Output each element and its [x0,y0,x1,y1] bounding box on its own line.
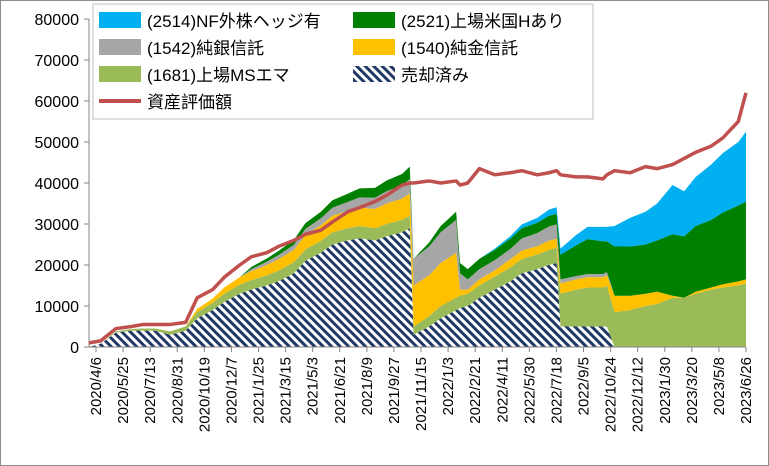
x-tick-label: 2020/7/13 [142,357,159,424]
y-tick-label: 50000 [35,135,80,152]
legend-label: 売却済み [401,66,469,85]
legend-label: (1540)純金信託 [401,39,518,58]
x-tick-label: 2020/8/31 [169,357,186,424]
y-tick-label: 80000 [35,12,80,29]
x-axis: 2020/4/6 2020/5/25 2020/7/13 2020/8/31 2020/… [88,346,755,432]
legend-swatch [353,66,395,82]
line-series-group [88,92,748,345]
x-tick-label: 2020/12/7 [223,357,240,424]
legend: (2514)NF外株ヘッジ有 (2521)上場米国Hあり (1542)純銀信託 (15… [92,3,594,120]
legend-box [92,3,594,120]
y-tick-label: 30000 [35,217,80,234]
x-tick-label: 2020/4/6 [88,357,105,415]
y-tick-label: 70000 [35,53,80,70]
y-tick-label: 10000 [35,299,80,316]
area-series-4 [89,166,746,347]
y-tick-label: 20000 [35,258,80,275]
area-series-3 [89,178,746,347]
x-tick-label: 2022/4/11 [494,357,511,423]
legend-swatch [99,12,141,28]
legend-label: (2514)NF外株ヘッジ有 [147,12,321,31]
line-series-asset-value [88,92,748,345]
legend-label: (1681)上場MSエマ [147,66,290,85]
legend-label: (1542)純銀信託 [147,39,264,58]
y-axis: 0 10000 20000 30000 40000 50000 60000 70000 8000… [35,12,90,357]
area-series-1 [89,215,746,347]
legend-swatch [353,12,395,28]
area-series-group [89,131,746,347]
x-tick-label: 2021/1/25 [251,357,268,424]
legend-label: (2521)上場米国Hあり [401,12,564,31]
y-tick-label: 60000 [35,94,80,111]
x-tick-label: 2021/8/9 [359,357,376,415]
x-tick-label: 2023/1/30 [657,357,674,424]
area-series-5 [89,131,746,347]
x-tick-label: 2022/10/24 [603,357,620,432]
x-tick-label: 2021/6/21 [332,357,349,424]
y-tick-label: 40000 [35,176,80,193]
x-tick-label: 2020/10/19 [196,357,213,432]
x-tick-label: 2021/9/27 [386,357,403,424]
legend-swatch [353,39,395,55]
x-tick-label: 2023/3/20 [684,357,701,424]
x-tick-label: 2022/5/30 [521,357,538,424]
legend-label: 資産評価額 [147,93,232,112]
y-tick-label: 0 [70,340,79,357]
x-tick-label: 2023/5/8 [711,357,728,415]
x-tick-label: 2020/5/25 [115,357,132,424]
legend-swatch [99,66,141,82]
legend-swatch [99,39,141,55]
x-tick-label: 2021/5/3 [305,357,322,415]
area-series-0 [89,228,746,347]
x-tick-label: 2022/9/5 [576,357,593,415]
x-tick-label: 2021/3/15 [278,357,295,424]
area-series-2 [89,193,746,347]
x-tick-label: 2023/6/26 [738,357,755,424]
x-tick-label: 2022/1/3 [440,357,457,415]
x-tick-label: 2022/2/21 [467,357,484,424]
x-tick-label: 2022/7/18 [548,357,565,424]
x-tick-label: 2022/12/12 [630,357,647,432]
x-tick-label: 2021/11/15 [413,357,430,431]
